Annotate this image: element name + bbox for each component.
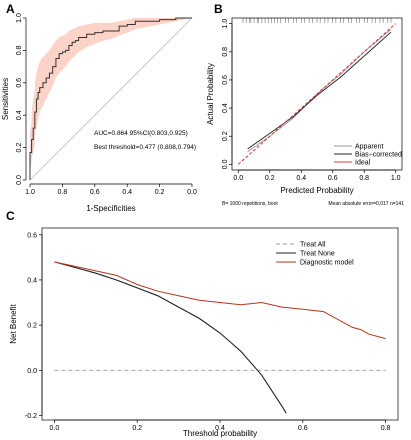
roc-axes: 1.0 0.8 0.6 0.4 0.2 0.0 0.0 0.2 0.4 0.6 0.8 1.0: [16, 13, 197, 196]
calibration-legend: Apparent Bias−corrected Ideal: [334, 144, 402, 167]
x-tick-label: 0.0: [187, 189, 197, 196]
roc-reference-diagonal: [29, 17, 193, 181]
y-tick-label: 1.0: [16, 13, 23, 23]
x-tick-label: 1.0: [391, 175, 401, 182]
y-tick-label: 0.2: [27, 323, 37, 330]
legend-label-bias-corrected: Bias−corrected: [355, 152, 402, 159]
legend-label-ideal: Ideal: [355, 160, 371, 167]
x-tick-label: 0.6: [328, 175, 338, 182]
calibration-axes: 0.0 0.2 0.4 0.6 0.8 1.0 0.0 0.2 0.4 0.6 0.8 1.0: [222, 17, 403, 182]
legend-label-apparent: Apparent: [355, 144, 383, 151]
x-tick-label: 0.2: [155, 189, 165, 196]
plot-frame: [41, 227, 399, 421]
calibration-x-axis-label: Predicted Probability: [280, 186, 353, 195]
x-tick-label: 0.6: [90, 189, 100, 196]
x-tick-label: 0.0: [233, 175, 243, 182]
legend-label-treat-none: Treat None: [300, 251, 335, 258]
dca-diagnostic-model-line: [54, 261, 386, 340]
y-tick-label: 0.0: [16, 175, 23, 185]
x-tick-label: 0.8: [58, 189, 68, 196]
y-tick-label: 0.0: [27, 368, 37, 375]
roc-curve: [29, 17, 192, 180]
calibration-rug: [242, 18, 392, 23]
panel-letter-b: B: [214, 2, 223, 16]
roc-x-axis-label: 1-Specificities: [86, 204, 135, 213]
plot-frame: [231, 17, 403, 171]
calibration-footnote-left: B= 1000 repetitions, boot: [222, 201, 278, 207]
x-tick-label: 0.8: [359, 175, 369, 182]
dca-treat-none-line: [54, 261, 287, 414]
dca-x-axis-label: Threshold probability: [183, 429, 257, 438]
panel-letter-c: C: [6, 209, 15, 223]
x-tick-label: 0.4: [215, 425, 225, 432]
y-tick-label: 0.4: [16, 110, 23, 120]
y-tick-label: 0.4: [27, 277, 37, 284]
legend-label-treat-all: Treat All: [300, 242, 326, 249]
roc-y-axis-label: Sensitivities: [1, 78, 10, 120]
y-tick-label: 0.4: [222, 103, 229, 113]
roc-confidence-band: [30, 18, 192, 180]
y-tick-label: 0.6: [16, 78, 23, 88]
y-tick-label: -0.2: [25, 413, 37, 420]
calibration-panel: 0.0 0.2 0.4 0.6 0.8 1.0 0.0 0.2 0.4 0.6 0.8 1.0 Act…: [206, 17, 404, 207]
roc-auc-annotation: AUC=0.864 95%CI(0.803,0.925): [94, 130, 188, 137]
x-tick-label: 0.0: [50, 425, 60, 432]
roc-panel: 1.0 0.8 0.6 0.4 0.2 0.0 0.0 0.2 0.4 0.6 0.8 1.0 Sen…: [1, 13, 197, 213]
x-tick-label: 0.2: [265, 175, 275, 182]
calibration-footnote-right: Mean absolute error=0.017 n=141: [328, 201, 404, 207]
y-tick-label: 0.6: [222, 75, 229, 85]
dca-y-axis-label: Net Benefit: [9, 303, 18, 343]
x-tick-label: 0.6: [298, 425, 308, 432]
y-tick-label: 0.6: [27, 232, 37, 239]
y-tick-label: 0.2: [16, 143, 23, 153]
y-tick-label: 0.8: [16, 45, 23, 55]
y-tick-label: 0.0: [222, 159, 229, 169]
y-tick-label: 0.8: [222, 47, 229, 57]
x-tick-label: 0.4: [122, 189, 132, 196]
y-tick-label: 0.2: [222, 131, 229, 141]
panel-letter-a: A: [6, 2, 15, 16]
decision-curve-panel: 0.0 0.2 0.4 0.6 0.8 -0.2 0.0 0.2 0.4 0.6 Net Bene…: [9, 227, 399, 438]
x-tick-label: 1.0: [25, 189, 35, 196]
dca-legend: Treat All Treat None Diagnostic model: [276, 242, 354, 267]
calibration-ideal-line: [237, 23, 397, 165]
legend-label-diagnostic-model: Diagnostic model: [300, 260, 354, 267]
x-tick-label: 0.2: [132, 425, 142, 432]
x-tick-label: 0.8: [381, 425, 391, 432]
dca-axes: 0.0 0.2 0.4 0.6 0.8 -0.2 0.0 0.2 0.4 0.6: [25, 227, 399, 432]
calibration-y-axis-label: Actual Probability: [206, 63, 215, 125]
x-tick-label: 0.4: [296, 175, 306, 182]
roc-threshold-annotation: Best threshold=0.477 (0.808,0.794): [94, 144, 196, 151]
calibration-bias-corrected-line: [247, 31, 392, 150]
y-tick-label: 1.0: [222, 19, 229, 29]
